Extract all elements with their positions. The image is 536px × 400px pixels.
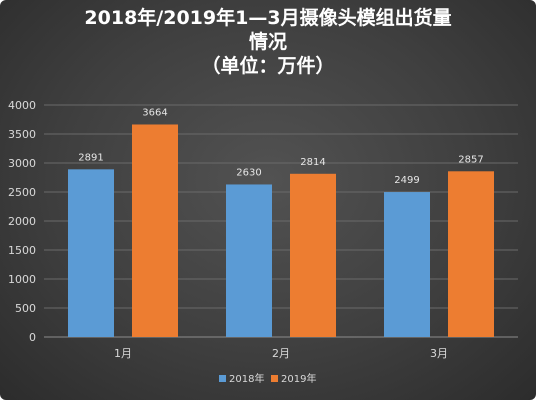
bar-series-2 xyxy=(448,171,494,337)
y-tick-label: 0 xyxy=(29,331,36,344)
y-tick-label: 500 xyxy=(15,302,36,315)
y-tick-label: 1000 xyxy=(8,273,36,286)
data-label: 3664 xyxy=(142,107,167,118)
y-tick-label: 1500 xyxy=(8,244,36,257)
data-label: 2857 xyxy=(458,154,483,165)
y-tick-label: 3500 xyxy=(8,128,36,141)
bar-layer xyxy=(68,124,494,337)
chart-title: 2018年/2019年1—3月摄像头模组出货量 情况 （单位：万件） xyxy=(0,6,536,78)
chart-title-line-2: 情况 xyxy=(248,31,287,53)
data-label: 2499 xyxy=(394,175,419,186)
legend-swatch xyxy=(219,375,226,382)
label-layer: 0 500 1000 1500 2000 2500 3000 3500 4000 2891 3664… xyxy=(8,99,484,360)
legend-label: 2018年 xyxy=(229,372,264,385)
y-tick-label: 3000 xyxy=(8,157,36,170)
legend: 2018年 2019年 xyxy=(219,372,316,385)
x-tick-label: 3月 xyxy=(430,347,448,360)
bar-series-1 xyxy=(384,192,430,337)
data-label: 2814 xyxy=(300,157,325,168)
bar-series-2 xyxy=(290,173,336,337)
chart-title-line-3: （单位：万件） xyxy=(201,55,335,77)
legend-swatch xyxy=(271,375,278,382)
legend-label: 2019年 xyxy=(281,372,316,385)
chart-title-line-1: 2018年/2019年1—3月摄像头模组出货量 xyxy=(84,7,452,29)
data-label: 2630 xyxy=(236,167,261,178)
x-tick-label: 2月 xyxy=(272,347,290,360)
bar-series-1 xyxy=(226,184,272,337)
data-label: 2891 xyxy=(78,152,103,163)
bar-series-1 xyxy=(68,169,114,337)
y-tick-label: 4000 xyxy=(8,99,36,112)
x-tick-label: 1月 xyxy=(114,347,132,360)
bar-series-2 xyxy=(132,124,178,337)
y-tick-label: 2000 xyxy=(8,215,36,228)
grid-layer xyxy=(44,104,518,338)
y-tick-label: 2500 xyxy=(8,186,36,199)
